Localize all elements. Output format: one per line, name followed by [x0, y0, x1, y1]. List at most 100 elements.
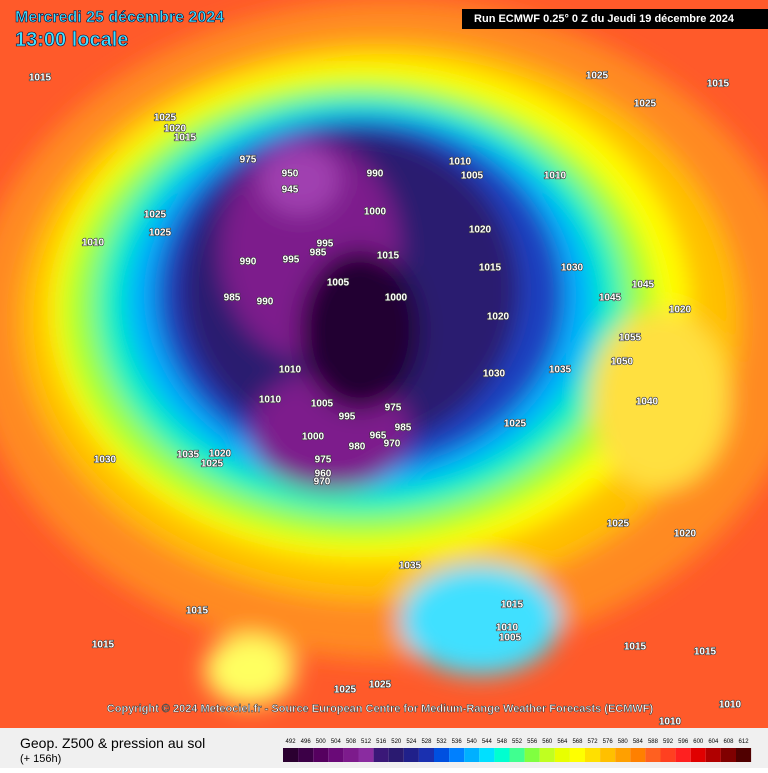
pressure-label: 1020: [469, 225, 492, 236]
pressure-label: 1015: [92, 640, 115, 651]
pressure-label: 1015: [707, 79, 730, 90]
pressure-label: 1045: [632, 280, 655, 291]
colorbar-swatch: [494, 748, 510, 762]
pressure-label: 990: [257, 297, 274, 308]
pressure-label: 1025: [144, 210, 167, 221]
pressure-label: 1040: [636, 397, 659, 408]
run-box: [462, 9, 768, 29]
colorbar: 492 496 500 504 508 512 516 520 524 528 532 536 540 5…: [283, 739, 752, 762]
pressure-label: 970: [314, 477, 331, 488]
colorbar-label: 524: [406, 739, 417, 745]
colorbar-label: 544: [482, 739, 493, 745]
pressure-label: 1010: [279, 365, 302, 376]
colorbar-label: 592: [663, 739, 674, 745]
colorbar-swatch: [569, 748, 585, 762]
colorbar-swatch: [388, 748, 404, 762]
colorbar-label: 608: [723, 739, 734, 745]
pressure-label: 1025: [504, 419, 527, 430]
pressure-label: 975: [315, 455, 332, 466]
pressure-label: 1000: [302, 432, 325, 443]
colorbar-swatch: [449, 748, 465, 762]
colorbar-label: 604: [708, 739, 719, 745]
colorbar-swatch: [615, 748, 631, 762]
pressure-label: 1010: [719, 700, 742, 711]
pressure-label: 1010: [82, 238, 105, 249]
pressure-label: 1015: [479, 263, 502, 274]
colorbar-label: 584: [633, 739, 644, 745]
colorbar-swatch: [343, 748, 359, 762]
pressure-label: 975: [385, 403, 402, 414]
footer-lead: (+ 156h): [20, 753, 61, 765]
pressure-label: 1015: [186, 606, 209, 617]
colorbar-swatch: [645, 748, 661, 762]
time: 13:00 locale: [15, 29, 128, 51]
pressure-label: 945: [282, 185, 299, 196]
pressure-label: 950: [282, 169, 299, 180]
pressure-label: 1030: [561, 263, 584, 274]
colorbar-swatch: [600, 748, 616, 762]
pressure-label: 1025: [369, 680, 392, 691]
pressure-label: 1025: [334, 685, 357, 696]
copyright: Copyright © 2024 Meteociel.fr - Source E…: [107, 703, 654, 715]
colorbar-label: 504: [331, 739, 342, 745]
colorbar-swatch: [660, 748, 676, 762]
colorbar-label: 612: [739, 739, 750, 745]
pressure-label: 965: [370, 431, 387, 442]
pressure-label: 1020: [674, 529, 697, 540]
pressure-label: 960: [315, 469, 332, 480]
pressure-label: 990: [240, 257, 257, 268]
colorbar-label: 580: [618, 739, 629, 745]
pressure-label: 995: [339, 412, 356, 423]
date: Mercredi 25 décembre 2024: [15, 9, 224, 26]
colorbar-label: 572: [588, 739, 599, 745]
colorbar-swatch: [434, 748, 450, 762]
pressure-label: 1015: [694, 647, 717, 658]
colorbar-label: 496: [301, 739, 312, 745]
pressure-label: 980: [349, 442, 366, 453]
pressure-label: 1025: [586, 71, 609, 82]
pressure-label: 990: [367, 169, 384, 180]
run-info: Run ECMWF 0.25° 0 Z du Jeudi 19 décembre…: [474, 13, 735, 25]
colorbar-label: 528: [421, 739, 432, 745]
pressure-label: 1005: [499, 633, 522, 644]
colorbar-swatch: [705, 748, 721, 762]
pressure-label: 1015: [624, 642, 647, 653]
pressure-label: 1015: [377, 251, 400, 262]
colorbar-label: 556: [527, 739, 538, 745]
pressure-label: 970: [384, 439, 401, 450]
pressure-label: 1020: [209, 449, 232, 460]
pressure-label: 1020: [164, 124, 187, 135]
colorbar-label: 516: [376, 739, 387, 745]
colorbar-swatch: [524, 748, 540, 762]
colorbar-swatch: [373, 748, 389, 762]
colorbar-swatch: [328, 748, 344, 762]
colorbar-swatch: [675, 748, 691, 762]
pressure-label: 1015: [29, 73, 52, 84]
colorbar-label: 540: [467, 739, 478, 745]
pressure-label: 1010: [496, 623, 519, 634]
pressure-label: 1010: [259, 395, 282, 406]
pressure-label: 995: [283, 255, 300, 266]
height-field: [0, 0, 768, 705]
pressure-label: 1025: [201, 459, 224, 470]
pressure-label: 1045: [599, 293, 622, 304]
colorbar-swatch: [283, 748, 299, 762]
footer-title: Geop. Z500 & pression au sol: [20, 735, 205, 751]
colorbar-swatch: [585, 748, 601, 762]
colorbar-swatch: [509, 748, 525, 762]
pressure-label: 995: [317, 239, 334, 250]
pressure-label: 1010: [659, 717, 682, 728]
pressure-label: 1005: [461, 171, 484, 182]
colorbar-label: 596: [678, 739, 689, 745]
pressure-label: 1010: [449, 157, 472, 168]
pressure-label: 975: [240, 155, 257, 166]
colorbar-swatch: [539, 748, 555, 762]
colorbar-label: 564: [557, 739, 568, 745]
colorbar-label: 560: [542, 739, 553, 745]
pressure-label: 1025: [607, 519, 630, 530]
colorbar-label: 512: [361, 739, 372, 745]
pressure-label: 985: [224, 293, 241, 304]
pressure-label: 1010: [544, 171, 567, 182]
colorbar-label: 568: [572, 739, 583, 745]
pressure-label: 1020: [669, 305, 692, 316]
